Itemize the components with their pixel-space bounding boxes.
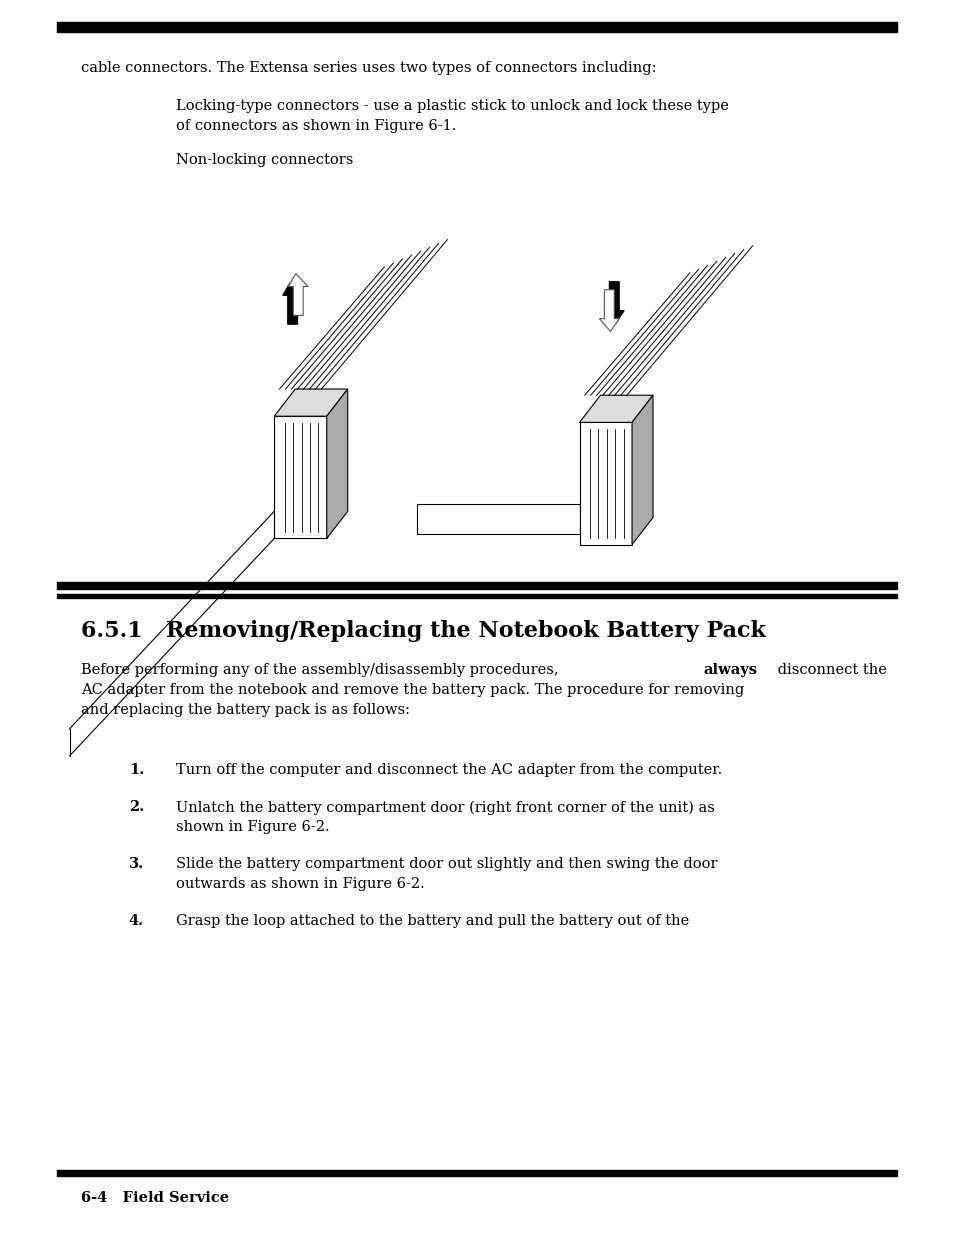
Text: Slide the battery compartment door out slightly and then swing the door: Slide the battery compartment door out s… <box>176 857 718 871</box>
Polygon shape <box>604 282 623 324</box>
Text: shown in Figure 6-2.: shown in Figure 6-2. <box>176 820 330 834</box>
Bar <box>57 22 896 32</box>
Text: disconnect the: disconnect the <box>772 663 886 677</box>
Polygon shape <box>631 395 652 545</box>
Polygon shape <box>288 274 308 315</box>
Text: always: always <box>702 663 757 677</box>
Text: 6-4   Field Service: 6-4 Field Service <box>81 1191 229 1204</box>
Text: and replacing the battery pack is as follows:: and replacing the battery pack is as fol… <box>81 703 410 716</box>
Polygon shape <box>274 416 326 538</box>
Text: Before performing any of the assembly/disassembly procedures,: Before performing any of the assembly/di… <box>81 663 563 677</box>
Text: Unlatch the battery compartment door (right front corner of the unit) as: Unlatch the battery compartment door (ri… <box>176 800 715 815</box>
Text: Non-locking connectors: Non-locking connectors <box>176 153 354 167</box>
Polygon shape <box>416 504 578 534</box>
Text: 3.: 3. <box>129 857 144 871</box>
Polygon shape <box>282 283 302 325</box>
Polygon shape <box>326 389 347 538</box>
Polygon shape <box>578 395 652 422</box>
Text: 6.5.1   Removing/Replacing the Notebook Battery Pack: 6.5.1 Removing/Replacing the Notebook Ba… <box>81 620 765 642</box>
Text: 4.: 4. <box>129 914 144 927</box>
Text: Turn off the computer and disconnect the AC adapter from the computer.: Turn off the computer and disconnect the… <box>176 763 722 777</box>
Polygon shape <box>578 422 631 545</box>
Text: Locking-type connectors - use a plastic stick to unlock and lock these type: Locking-type connectors - use a plastic … <box>176 99 729 112</box>
Text: of connectors as shown in Figure 6-1.: of connectors as shown in Figure 6-1. <box>176 119 456 132</box>
Bar <box>57 594 896 598</box>
Text: 2.: 2. <box>129 800 144 814</box>
Bar <box>57 582 896 589</box>
Text: Grasp the loop attached to the battery and pull the battery out of the: Grasp the loop attached to the battery a… <box>176 914 689 927</box>
Text: outwards as shown in Figure 6-2.: outwards as shown in Figure 6-2. <box>176 877 425 890</box>
Polygon shape <box>274 389 347 416</box>
Bar <box>57 1170 896 1176</box>
Text: cable connectors. The Extensa series uses two types of connectors including:: cable connectors. The Extensa series use… <box>81 61 656 74</box>
Polygon shape <box>598 290 618 331</box>
Text: AC adapter from the notebook and remove the battery pack. The procedure for remo: AC adapter from the notebook and remove … <box>81 683 743 697</box>
Text: 1.: 1. <box>129 763 144 777</box>
